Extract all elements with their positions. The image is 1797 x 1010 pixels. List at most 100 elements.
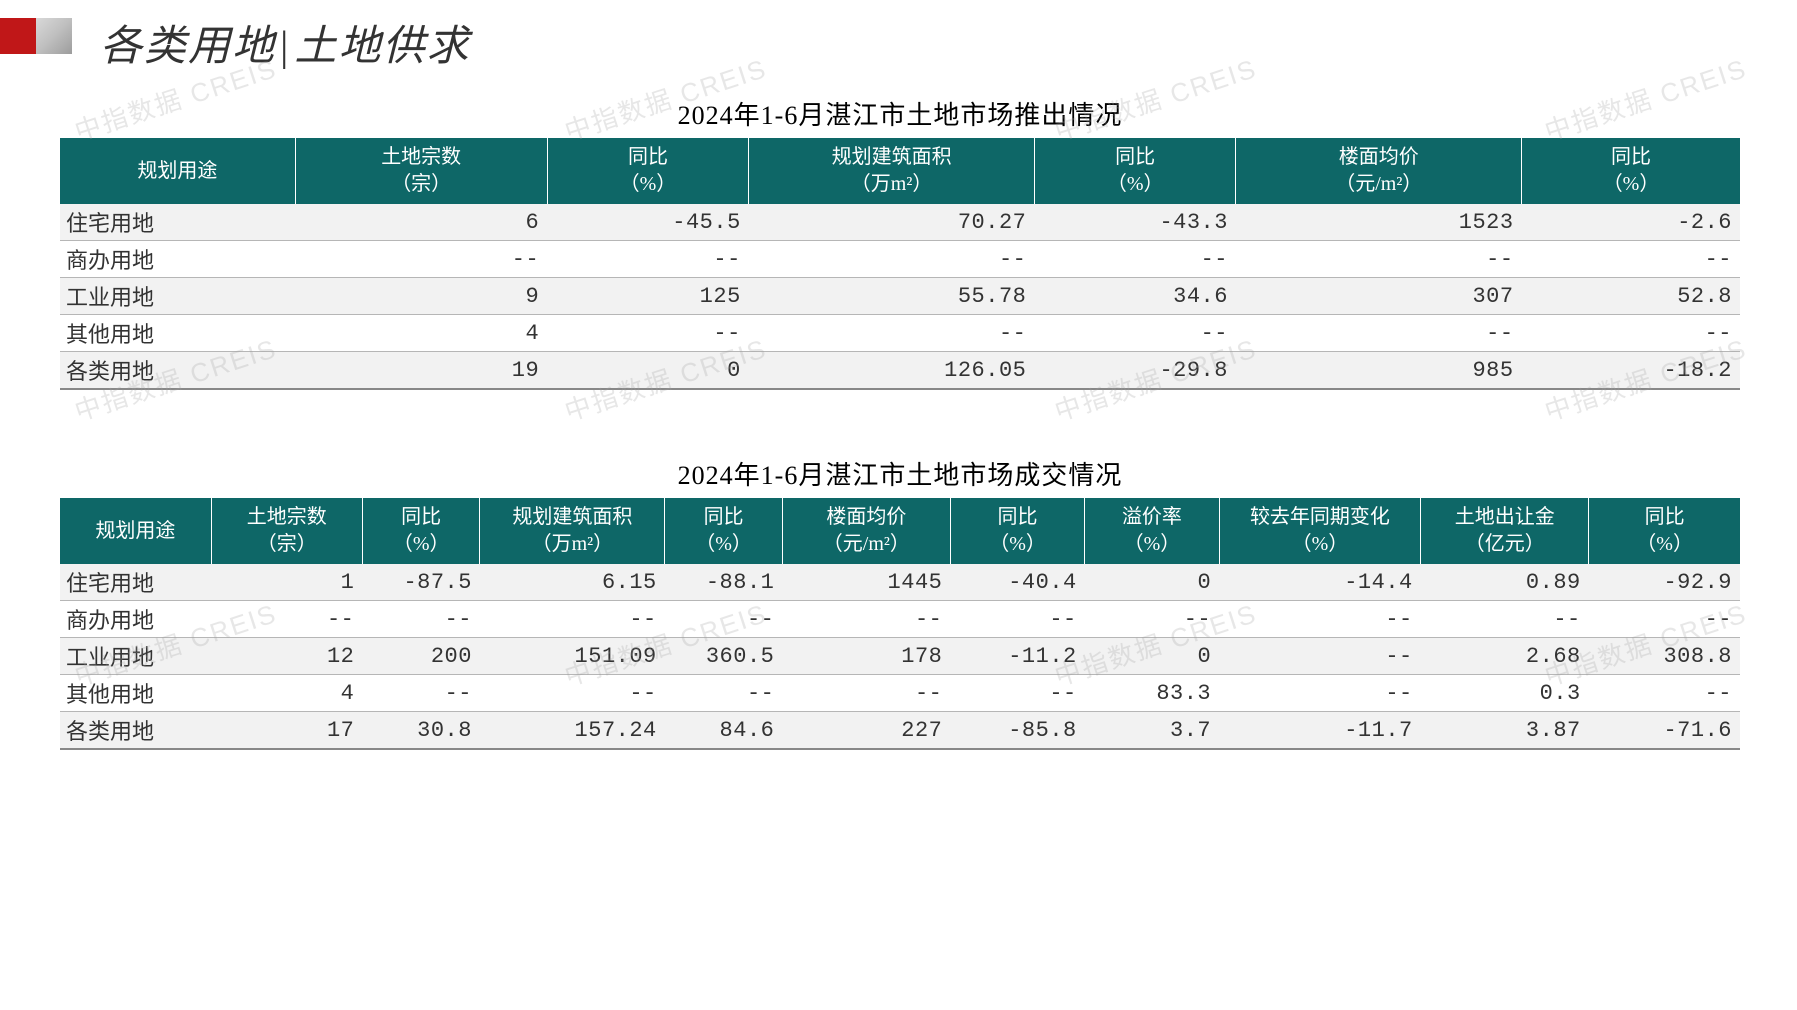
logo-block — [0, 18, 72, 54]
table2-col-0: 规划用途 — [60, 498, 211, 564]
table2-col-1: 土地宗数（宗） — [211, 498, 362, 564]
row-label: 其他用地 — [60, 315, 295, 352]
cell: -- — [480, 675, 665, 712]
cell: -- — [1522, 241, 1740, 278]
cell: -- — [1421, 601, 1589, 638]
row-label: 其他用地 — [60, 675, 211, 712]
section-launch: 2024年1-6月湛江市土地市场推出情况 规划用途土地宗数（宗）同比（%）规划建… — [60, 95, 1740, 390]
cell: -- — [782, 601, 950, 638]
cell: 985 — [1236, 352, 1522, 390]
cell: 9 — [295, 278, 547, 315]
table-row: 工业用地12200151.09360.5178-11.20--2.68308.8 — [60, 638, 1740, 675]
cell: 30.8 — [362, 712, 480, 750]
cell: -- — [665, 601, 783, 638]
cell: -- — [362, 675, 480, 712]
table1-col-1: 土地宗数（宗） — [295, 138, 547, 204]
cell: -92.9 — [1589, 564, 1740, 601]
cell: -- — [1034, 315, 1236, 352]
table2-col-8: 较去年同期变化（%） — [1219, 498, 1421, 564]
section-deal: 2024年1-6月湛江市土地市场成交情况 规划用途土地宗数（宗）同比（%）规划建… — [60, 455, 1740, 750]
cell: -- — [1589, 675, 1740, 712]
cell: 178 — [782, 638, 950, 675]
page-title: 各类用地|土地供求 — [100, 12, 470, 73]
cell: 0 — [1085, 638, 1219, 675]
cell: -- — [749, 241, 1035, 278]
cell: 4 — [295, 315, 547, 352]
cell: -- — [782, 675, 950, 712]
cell: -- — [362, 601, 480, 638]
table-row: 商办用地------------ — [60, 241, 1740, 278]
cell: -- — [547, 241, 749, 278]
table1-col-6: 同比（%） — [1522, 138, 1740, 204]
cell: -2.6 — [1522, 204, 1740, 241]
cell: -- — [749, 315, 1035, 352]
table2-col-2: 同比（%） — [362, 498, 480, 564]
cell: -40.4 — [950, 564, 1084, 601]
cell: 3.7 — [1085, 712, 1219, 750]
cell: -- — [1219, 675, 1421, 712]
cell: 1523 — [1236, 204, 1522, 241]
cell: -88.1 — [665, 564, 783, 601]
cell: -71.6 — [1589, 712, 1740, 750]
cell: -11.2 — [950, 638, 1084, 675]
cell: -- — [1522, 315, 1740, 352]
cell: 0 — [547, 352, 749, 390]
cell: -- — [547, 315, 749, 352]
table-row: 其他用地4----------83.3--0.3-- — [60, 675, 1740, 712]
cell: 308.8 — [1589, 638, 1740, 675]
title-part1: 各类用地 — [100, 24, 276, 70]
cell: 125 — [547, 278, 749, 315]
table2-col-10: 同比（%） — [1589, 498, 1740, 564]
cell: -14.4 — [1219, 564, 1421, 601]
row-label: 商办用地 — [60, 241, 295, 278]
row-label: 住宅用地 — [60, 204, 295, 241]
logo-grey-square — [36, 18, 72, 54]
cell: 55.78 — [749, 278, 1035, 315]
cell: 1 — [211, 564, 362, 601]
cell: -- — [1236, 241, 1522, 278]
title-part2: 土地供求 — [294, 24, 470, 70]
cell: 1445 — [782, 564, 950, 601]
cell: 0.89 — [1421, 564, 1589, 601]
cell: 0.3 — [1421, 675, 1589, 712]
table2-col-4: 同比（%） — [665, 498, 783, 564]
row-label: 工业用地 — [60, 638, 211, 675]
cell: 4 — [211, 675, 362, 712]
table1-col-0: 规划用途 — [60, 138, 295, 204]
cell: 19 — [295, 352, 547, 390]
cell: -- — [665, 675, 783, 712]
cell: -- — [950, 601, 1084, 638]
cell: -- — [1219, 638, 1421, 675]
cell: -- — [295, 241, 547, 278]
cell: 34.6 — [1034, 278, 1236, 315]
cell: 83.3 — [1085, 675, 1219, 712]
cell: -- — [1219, 601, 1421, 638]
cell: 360.5 — [665, 638, 783, 675]
cell: -- — [1085, 601, 1219, 638]
cell: 17 — [211, 712, 362, 750]
table-row: 住宅用地1-87.56.15-88.11445-40.40-14.40.89-9… — [60, 564, 1740, 601]
title-divider: | — [280, 24, 290, 70]
cell: 0 — [1085, 564, 1219, 601]
cell: 12 — [211, 638, 362, 675]
table1-title: 2024年1-6月湛江市土地市场推出情况 — [60, 95, 1740, 132]
cell: 151.09 — [480, 638, 665, 675]
table-row: 商办用地-------------------- — [60, 601, 1740, 638]
cell: 52.8 — [1522, 278, 1740, 315]
table-deal: 规划用途土地宗数（宗）同比（%）规划建筑面积（万m²）同比（%）楼面均价（元/m… — [60, 498, 1740, 750]
cell: 200 — [362, 638, 480, 675]
table1-col-2: 同比（%） — [547, 138, 749, 204]
cell: -- — [1589, 601, 1740, 638]
cell: 2.68 — [1421, 638, 1589, 675]
cell: -85.8 — [950, 712, 1084, 750]
table2-col-3: 规划建筑面积（万m²） — [480, 498, 665, 564]
table-row: 其他用地4---------- — [60, 315, 1740, 352]
cell: -11.7 — [1219, 712, 1421, 750]
table2-col-7: 溢价率（%） — [1085, 498, 1219, 564]
cell: -- — [950, 675, 1084, 712]
cell: 6.15 — [480, 564, 665, 601]
table2-col-6: 同比（%） — [950, 498, 1084, 564]
table2-col-5: 楼面均价（元/m²） — [782, 498, 950, 564]
table1-col-3: 规划建筑面积（万m²） — [749, 138, 1035, 204]
cell: -- — [1236, 315, 1522, 352]
